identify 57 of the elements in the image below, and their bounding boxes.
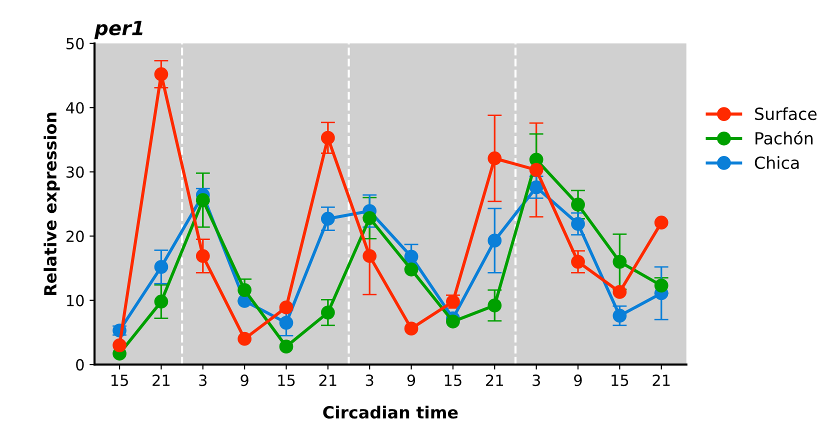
point [279,340,294,354]
legend-label: Chica [754,156,799,170]
point [529,180,544,194]
x-tick-label: 15 [111,374,128,386]
x-tick-label: 9 [574,374,582,386]
point [238,332,252,346]
point [154,67,168,82]
x-tick-label: 3 [199,374,207,386]
x-tick-label: 9 [240,374,248,386]
point [362,249,377,263]
point [488,234,502,248]
legend-label: Surface [755,107,817,120]
point [404,322,418,336]
point [612,285,627,299]
point [154,294,168,309]
point [320,306,335,320]
x-tick-label: 15 [612,374,628,386]
x-tick-label: 3 [532,374,540,386]
x-tick-label: 15 [444,374,462,386]
point [279,316,294,330]
point [571,198,585,212]
x-tick-label: 21 [486,374,503,386]
point [571,216,585,231]
point [612,308,627,323]
chart-title: per1 [94,20,142,40]
point [446,314,460,328]
y-tick-label: 50 [66,38,84,50]
y-tick-label: 40 [66,102,84,114]
point [320,212,335,226]
legend-label: Pachón [756,131,813,145]
y-tick-label: 30 [66,166,84,178]
point [320,130,335,145]
point [488,151,502,166]
point [529,162,544,177]
x-tick-label: 3 [366,374,374,386]
y-tick-label: 10 [67,294,84,306]
point [362,211,377,226]
point [571,254,585,269]
point [404,262,418,276]
point [654,216,668,230]
x-tick-label: 15 [278,374,295,386]
point [279,300,294,314]
point [404,250,418,264]
point [196,249,210,263]
x-tick-label: 21 [652,374,670,386]
y-axis-title: Relative expression [44,112,60,296]
x-tick-label: 21 [152,374,170,386]
y-tick-label: 20 [66,230,84,242]
y-tick-label: 0 [76,359,84,371]
point [488,298,502,312]
x-axis-title: Circadian time [323,406,458,419]
point [238,283,252,297]
x-tick-label: 9 [407,374,416,386]
x-tick-label: 21 [319,374,336,386]
point [112,338,126,352]
point [154,260,168,274]
point [612,254,627,269]
